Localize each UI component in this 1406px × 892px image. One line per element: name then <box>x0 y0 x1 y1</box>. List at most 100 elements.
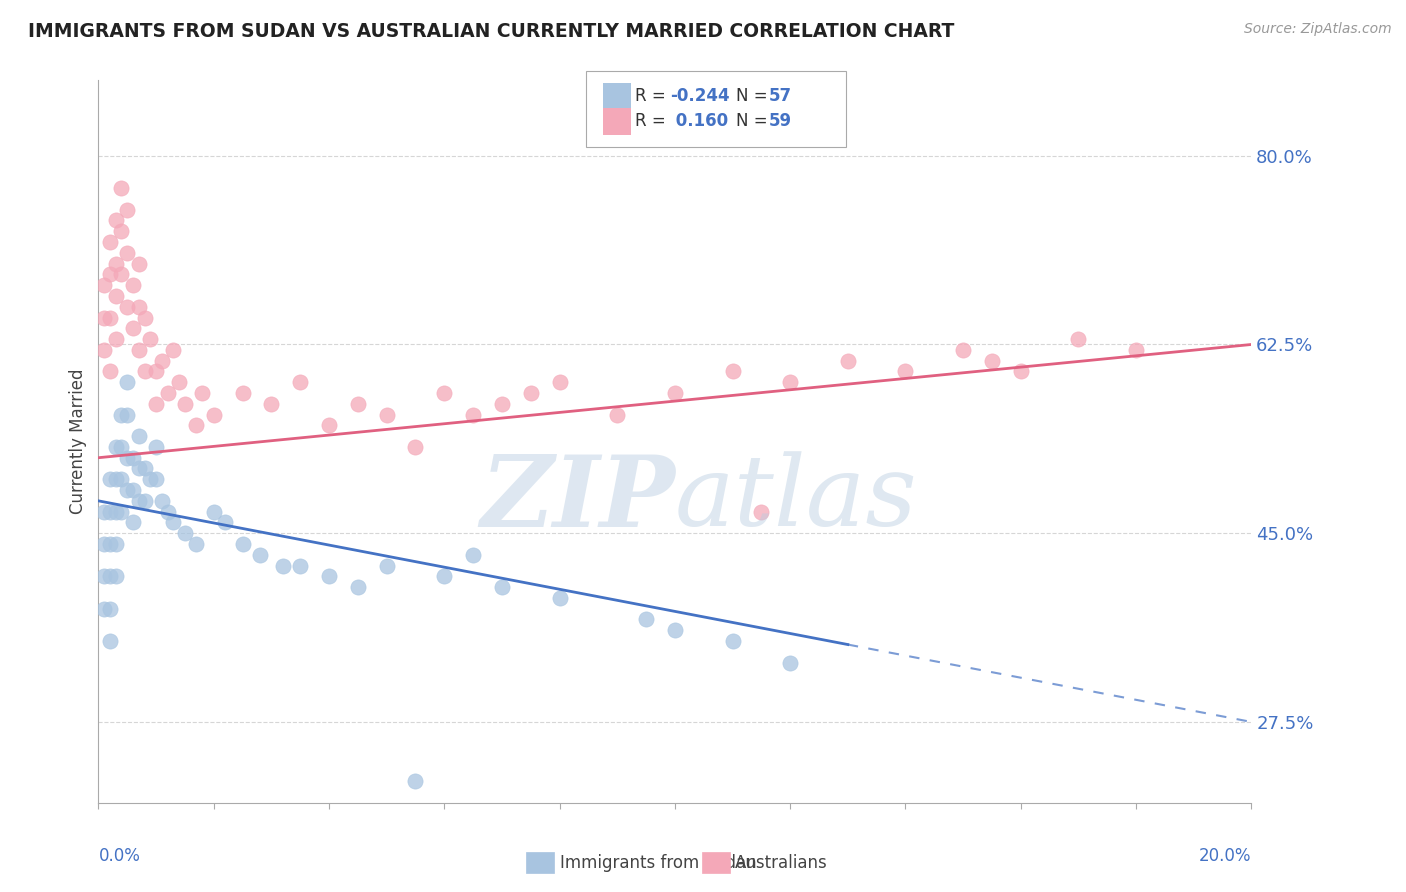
Point <box>104 472 127 486</box>
Point <box>98 569 121 583</box>
Point <box>110 224 132 238</box>
Point <box>981 353 1004 368</box>
Point <box>664 386 686 401</box>
Point <box>110 408 132 422</box>
Point <box>98 235 121 249</box>
Point <box>231 537 254 551</box>
Point <box>405 774 427 789</box>
Text: Source: ZipAtlas.com: Source: ZipAtlas.com <box>1244 22 1392 37</box>
Point <box>93 601 115 615</box>
Point <box>117 408 139 422</box>
Point <box>98 268 121 282</box>
Point <box>231 386 254 401</box>
Point <box>104 505 127 519</box>
Point <box>375 558 398 573</box>
Point <box>433 386 456 401</box>
Text: atlas: atlas <box>675 451 918 547</box>
Point <box>128 429 150 443</box>
Point <box>1067 332 1090 346</box>
Point <box>104 213 127 227</box>
Point <box>110 472 132 486</box>
Point <box>145 364 167 378</box>
Point <box>93 310 115 325</box>
Point <box>110 440 132 454</box>
Point <box>134 310 156 325</box>
Point <box>249 548 271 562</box>
Point <box>98 634 121 648</box>
Point <box>122 516 145 530</box>
Point <box>186 418 208 433</box>
Point <box>162 516 184 530</box>
Point <box>346 397 368 411</box>
Point <box>1125 343 1147 357</box>
Point <box>150 493 173 508</box>
Point <box>139 472 162 486</box>
Point <box>186 537 208 551</box>
Point <box>952 343 974 357</box>
Point <box>98 601 121 615</box>
Text: IMMIGRANTS FROM SUDAN VS AUSTRALIAN CURRENTLY MARRIED CORRELATION CHART: IMMIGRANTS FROM SUDAN VS AUSTRALIAN CURR… <box>28 22 955 41</box>
Point <box>779 656 801 670</box>
Point <box>202 408 225 422</box>
Point <box>98 537 121 551</box>
Text: R =: R = <box>636 87 671 105</box>
Point <box>110 505 132 519</box>
Point <box>214 516 236 530</box>
Point <box>128 493 150 508</box>
Point <box>104 569 127 583</box>
Point <box>150 353 173 368</box>
Point <box>104 289 127 303</box>
Point <box>117 202 139 217</box>
Point <box>461 408 484 422</box>
Text: 0.0%: 0.0% <box>98 847 141 865</box>
Text: 0.160: 0.160 <box>671 112 728 130</box>
Point <box>117 245 139 260</box>
Point <box>1010 364 1032 378</box>
Point <box>139 332 162 346</box>
Point <box>433 569 456 583</box>
Point <box>117 483 139 497</box>
Point <box>93 537 115 551</box>
Point <box>260 397 283 411</box>
Point <box>290 376 312 390</box>
Point <box>98 505 121 519</box>
Point <box>93 343 115 357</box>
Point <box>134 461 156 475</box>
Point <box>751 505 773 519</box>
Text: R =: R = <box>636 112 671 130</box>
Point <box>145 397 167 411</box>
Point <box>128 257 150 271</box>
Text: ZIP: ZIP <box>479 451 675 548</box>
Point <box>104 537 127 551</box>
Text: Immigrants from Sudan: Immigrants from Sudan <box>560 854 756 871</box>
Point <box>191 386 214 401</box>
Point <box>721 634 744 648</box>
Point <box>346 580 368 594</box>
Point <box>779 376 801 390</box>
Point <box>491 397 513 411</box>
Point <box>837 353 859 368</box>
Point <box>145 472 167 486</box>
Text: 59: 59 <box>769 112 792 130</box>
Point <box>167 376 190 390</box>
Point <box>122 278 145 293</box>
Point <box>128 343 150 357</box>
Point <box>375 408 398 422</box>
Point <box>156 386 179 401</box>
Point <box>491 580 513 594</box>
Point <box>93 278 115 293</box>
Point <box>128 300 150 314</box>
Point <box>174 526 197 541</box>
Point <box>122 483 145 497</box>
Point <box>110 268 132 282</box>
Point <box>104 257 127 271</box>
Point <box>174 397 197 411</box>
Text: 20.0%: 20.0% <box>1199 847 1251 865</box>
Y-axis label: Currently Married: Currently Married <box>69 368 87 515</box>
Point <box>721 364 744 378</box>
Point <box>271 558 294 573</box>
Text: N =: N = <box>737 112 773 130</box>
Point <box>156 505 179 519</box>
Point <box>318 569 340 583</box>
Point <box>104 440 127 454</box>
